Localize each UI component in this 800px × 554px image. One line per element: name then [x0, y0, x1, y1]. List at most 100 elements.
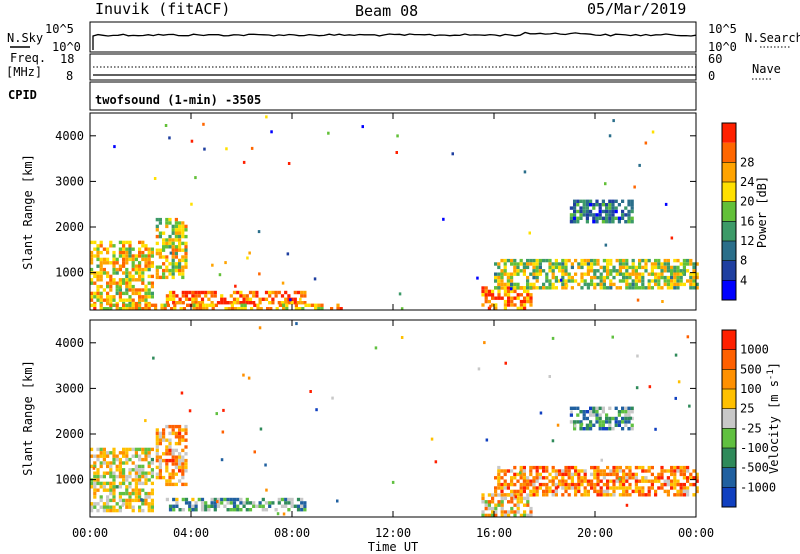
- heatmap-cell: [523, 496, 527, 501]
- heatmap-cell: [500, 506, 504, 511]
- heatmap-cell: [134, 264, 138, 268]
- heatmap-cell: [628, 465, 632, 470]
- heatmap-cell: [109, 485, 113, 489]
- heatmap-cell: [519, 303, 523, 307]
- heatmap-cell: [171, 265, 175, 269]
- heatmap-cell: [162, 231, 166, 235]
- heatmap-cell: [516, 293, 520, 297]
- colorbar-segment: [722, 201, 736, 222]
- heatmap-cell: [102, 261, 106, 265]
- heatmap-cell: [673, 279, 677, 283]
- heatmap-cell: [596, 262, 600, 266]
- heatmap-cell: [258, 326, 262, 330]
- heatmap-cell: [125, 491, 129, 496]
- heatmap-cell: [99, 264, 103, 268]
- heatmap-cell: [585, 209, 589, 214]
- heatmap-cell: [529, 482, 533, 487]
- heatmap-cell: [631, 279, 635, 283]
- heatmap-cell: [247, 376, 251, 380]
- heatmap-cell: [598, 416, 602, 421]
- heatmap-cell: [147, 291, 151, 296]
- heatmap-cell: [580, 272, 584, 276]
- heatmap-cell: [599, 489, 603, 494]
- heatmap-cell: [497, 476, 501, 480]
- heatmap-cell: [181, 472, 185, 476]
- heatmap-cell: [484, 500, 488, 504]
- heatmap-cell: [695, 486, 699, 490]
- heatmap-cell: [175, 301, 179, 305]
- heatmap-cell: [598, 427, 602, 431]
- heatmap-cell: [596, 258, 600, 263]
- heatmap-cell: [618, 465, 622, 470]
- heatmap-cell: [118, 498, 122, 503]
- heatmap-cell: [131, 274, 135, 279]
- heatmap-cell: [245, 301, 249, 305]
- heatmap-cell: [583, 282, 587, 287]
- heatmap-cell: [99, 301, 103, 306]
- heatmap-cell: [213, 501, 217, 505]
- heatmap-cell: [612, 479, 616, 483]
- heatmap-cell: [125, 485, 129, 489]
- heatmap-cell: [519, 258, 523, 263]
- heatmap-cell: [596, 275, 600, 280]
- heatmap-cell: [165, 297, 169, 301]
- heatmap-cell: [232, 508, 237, 512]
- heatmap-cell: [618, 262, 622, 266]
- heatmap-cell: [275, 307, 279, 311]
- heatmap-cell: [184, 262, 188, 266]
- heatmap-cell: [564, 272, 568, 276]
- heatmap-cell: [168, 431, 172, 436]
- heatmap-cell: [491, 510, 495, 514]
- power-heatmap-cells: [90, 115, 699, 311]
- heatmap-cell: [141, 298, 145, 302]
- heatmap-cell: [644, 265, 648, 270]
- heatmap-cell: [258, 501, 262, 505]
- heatmap-cell: [565, 284, 569, 288]
- heatmap-cell: [513, 493, 517, 497]
- heatmap-cell: [516, 282, 520, 287]
- colorbar-tick-label: 500: [740, 362, 762, 376]
- heatmap-cell: [125, 247, 129, 251]
- heatmap-cell: [284, 504, 288, 508]
- heatmap-cell: [654, 493, 658, 497]
- heatmap-cell: [118, 254, 122, 258]
- heatmap-cell: [181, 268, 185, 273]
- heatmap-cell: [611, 416, 615, 421]
- heatmap-cell: [633, 185, 636, 189]
- heatmap-cell: [112, 508, 116, 513]
- heatmap-cell: [654, 258, 658, 263]
- heatmap-cell: [150, 461, 154, 465]
- heatmap-cell: [141, 250, 145, 255]
- heatmap-cell: [506, 282, 510, 287]
- heatmap-cell: [96, 295, 100, 299]
- heatmap-cell: [554, 286, 558, 290]
- heatmap-cell: [500, 493, 504, 497]
- heatmap-cell: [532, 275, 536, 280]
- heatmap-cell: [134, 254, 138, 258]
- heatmap-cell: [144, 307, 148, 311]
- heatmap-cell: [535, 272, 539, 276]
- heatmap-cell: [545, 476, 549, 480]
- heatmap-cell: [500, 496, 504, 501]
- heatmap-cell: [109, 288, 113, 292]
- heatmap-cell: [181, 228, 185, 232]
- heatmap-cell: [255, 294, 259, 298]
- colorbar-tick-label: -500: [740, 461, 769, 475]
- heatmap-cell: [268, 290, 272, 295]
- heatmap-cell: [692, 275, 696, 280]
- heatmap-cell: [641, 479, 645, 483]
- heatmap-cell: [532, 262, 536, 266]
- heatmap-cell: [131, 468, 135, 472]
- heatmap-cell: [122, 281, 126, 285]
- heatmap-cell: [487, 493, 491, 497]
- heatmap-cell: [90, 303, 94, 307]
- heatmap-cell: [158, 455, 162, 459]
- heatmap-cell: [516, 286, 520, 290]
- heatmap-cell: [128, 471, 132, 475]
- heatmap-cell: [483, 341, 486, 345]
- heatmap-cell: [689, 275, 693, 280]
- heatmap-cell: [548, 265, 552, 270]
- heatmap-cell: [165, 462, 169, 466]
- heatmap-cell: [567, 272, 571, 276]
